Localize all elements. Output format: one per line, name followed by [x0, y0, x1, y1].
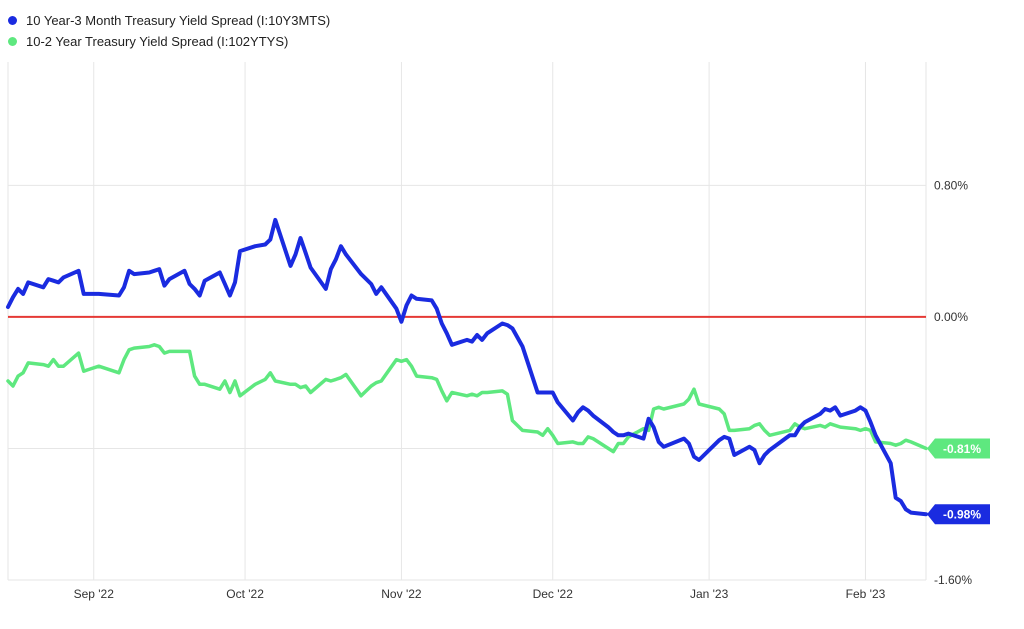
end-value-labels: -0.98% -0.81%: [927, 438, 990, 525]
x-tick-label: Dec '22: [533, 587, 574, 601]
y-tick-label: -1.60%: [934, 573, 972, 587]
end-label-box: [927, 504, 990, 525]
end-label-text: -0.98%: [943, 508, 981, 522]
x-tick-label: Oct '22: [226, 587, 264, 601]
x-axis-labels: Sep '22 Oct '22 Nov '22 Dec '22 Jan '23 Feb '…: [74, 587, 886, 601]
chart-legend: 10 Year-3 Month Treasury Yield Spread (I…: [8, 10, 330, 52]
x-tick-label: Nov '22: [381, 587, 422, 601]
y-tick-label: 0.00%: [934, 310, 968, 324]
legend-dot-icon-10y2y: [8, 37, 17, 46]
legend-item-10y2y[interactable]: 10-2 Year Treasury Yield Spread (I:102YT…: [8, 31, 330, 52]
legend-dot-icon-10y3m: [8, 16, 17, 25]
legend-label-10y3m: 10 Year-3 Month Treasury Yield Spread (I…: [26, 13, 331, 28]
y-axis-labels: 0.80%0.00%-0.80%-1.60%: [934, 178, 972, 587]
end-label-10y2y: -0.81%: [927, 438, 990, 459]
end-label-box: [927, 438, 990, 459]
series-line-10y2y[interactable]: [6, 343, 928, 454]
series-line-10y3m[interactable]: [6, 217, 928, 517]
series-lines: [6, 217, 928, 517]
grid-lines: [7, 62, 927, 581]
x-tick-label: Sep '22: [74, 587, 115, 601]
end-label-text: -0.81%: [943, 442, 981, 456]
x-tick-label: Feb '23: [846, 587, 886, 601]
x-tick-label: Jan '23: [690, 587, 729, 601]
end-label-10y3m: -0.98%: [927, 504, 990, 525]
legend-item-10y3m[interactable]: 10 Year-3 Month Treasury Yield Spread (I…: [8, 10, 330, 31]
legend-label-10y2y: 10-2 Year Treasury Yield Spread (I:102YT…: [26, 34, 289, 49]
y-tick-label: 0.80%: [934, 178, 968, 192]
